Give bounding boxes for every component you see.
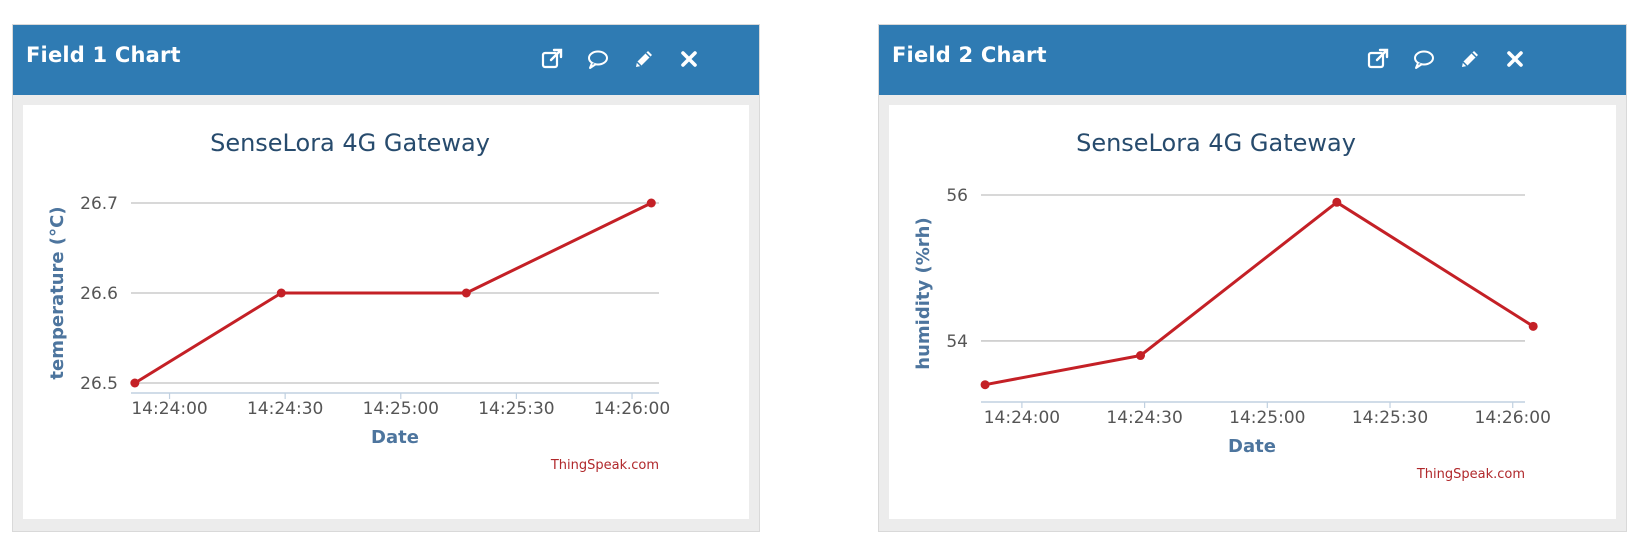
close-icon (681, 51, 697, 67)
y-tick-label: 54 (946, 332, 968, 352)
x-tick-label: 14:25:30 (1352, 408, 1428, 428)
chart-area: SenseLora 4G Gateway 26.5 26.6 26.7 14:24:00… (23, 105, 749, 519)
external-link-icon (1367, 48, 1389, 69)
data-point[interactable] (1528, 321, 1538, 331)
panel-header: Field 2 Chart (879, 25, 1626, 95)
x-tick-label: 14:24:30 (247, 399, 323, 419)
chart-title: SenseLora 4G Gateway (210, 129, 490, 157)
external-link-icon (541, 48, 563, 69)
field-2-chart-panel: Field 2 Chart SenseLor (878, 24, 1627, 532)
data-point[interactable] (646, 198, 656, 208)
series-line (134, 201, 652, 385)
temperature-chart: SenseLora 4G Gateway 26.5 26.6 26.7 14:24:00… (47, 129, 670, 473)
x-tick-label: 14:25:30 (478, 399, 554, 419)
panel-title: Field 2 Chart (892, 43, 1047, 67)
data-point[interactable] (461, 288, 471, 298)
chart-area: SenseLora 4G Gateway 54 56 14:24:00 14:24:30… (889, 105, 1616, 519)
y-axis-title: temperature (°C) (47, 206, 68, 379)
x-tick-label: 14:25:00 (1229, 408, 1305, 428)
comment-button[interactable] (1407, 41, 1441, 75)
y-tick-label: 26.5 (80, 374, 118, 394)
field-1-chart-panel: Field 1 Chart SenseLor (12, 24, 760, 532)
y-tick-label: 26.6 (80, 284, 118, 304)
comment-icon (588, 50, 608, 69)
x-tick-label: 14:26:00 (594, 399, 670, 419)
x-axis-title: Date (371, 427, 419, 448)
data-point[interactable] (980, 380, 990, 390)
y-axis-title: humidity (%rh) (913, 217, 934, 369)
comment-button[interactable] (581, 41, 615, 75)
data-point[interactable] (130, 378, 140, 388)
series-line (984, 200, 1535, 387)
data-point[interactable] (1332, 197, 1342, 207)
x-tick-label: 14:24:30 (1106, 408, 1182, 428)
y-tick-label: 56 (946, 186, 968, 206)
x-tick-label: 14:24:00 (984, 408, 1060, 428)
open-external-button[interactable] (535, 41, 569, 75)
chart-title: SenseLora 4G Gateway (1076, 129, 1356, 157)
pencil-icon (1462, 51, 1478, 67)
data-point[interactable] (276, 288, 286, 298)
thingspeak-credit-link[interactable]: ThingSpeak.com (1416, 467, 1525, 482)
x-axis-title: Date (1228, 436, 1276, 457)
close-icon (1507, 51, 1523, 67)
close-button[interactable] (1498, 41, 1532, 75)
panel-title: Field 1 Chart (26, 43, 181, 67)
data-point[interactable] (1136, 351, 1146, 361)
panel-header: Field 1 Chart (13, 25, 759, 95)
humidity-chart: SenseLora 4G Gateway 54 56 14:24:00 14:24:30… (913, 129, 1551, 482)
x-tick-label: 14:26:00 (1475, 408, 1551, 428)
thingspeak-credit-link[interactable]: ThingSpeak.com (550, 458, 659, 473)
open-external-button[interactable] (1361, 41, 1395, 75)
x-tick-label: 14:24:00 (131, 399, 207, 419)
edit-button[interactable] (1453, 41, 1487, 75)
comment-icon (1414, 50, 1434, 69)
y-tick-label: 26.7 (80, 194, 118, 214)
edit-button[interactable] (627, 41, 661, 75)
x-tick-label: 14:25:00 (363, 399, 439, 419)
close-button[interactable] (672, 41, 706, 75)
pencil-icon (636, 51, 652, 67)
